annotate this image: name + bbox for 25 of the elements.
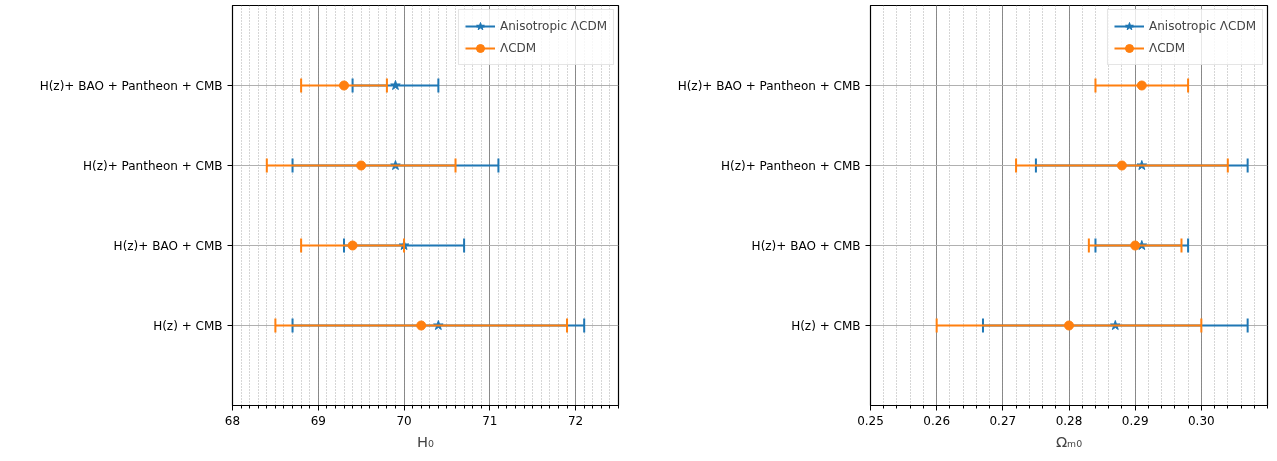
legend-label: Anisotropic ΛCDM	[499, 19, 607, 33]
legend-label: Anisotropic ΛCDM	[1148, 19, 1256, 33]
y-tick-label: H(z) + CMB	[791, 318, 861, 333]
x-tick-label: 68	[224, 413, 241, 428]
x-tick-label: 0.29	[1121, 413, 1149, 428]
x-axis-title: Ωₘ₀	[1055, 432, 1083, 450]
y-tick-label: H(z) + CMB	[153, 318, 223, 333]
y-tick-label: H(z)+ BAO + CMB	[113, 238, 223, 253]
x-axis-title: H₀	[417, 432, 435, 450]
x-tick-label: 70	[396, 413, 412, 428]
legend-label: ΛCDM	[1148, 41, 1186, 55]
y-tick-label: H(z)+ BAO + Pantheon + CMB	[677, 78, 861, 93]
x-tick-label: 0.28	[1055, 413, 1083, 428]
x-tick-label: 0.25	[857, 413, 884, 428]
x-tick-label: 72	[567, 413, 584, 428]
x-tick-label: 0.26	[923, 413, 951, 428]
y-tick-label: H(z)+ BAO + Pantheon + CMB	[39, 78, 223, 93]
y-tick-label: H(z)+ Pantheon + CMB	[721, 158, 861, 173]
x-tick-label: 0.30	[1187, 413, 1215, 428]
x-tick-label: 71	[482, 413, 498, 428]
y-tick-label: H(z)+ Pantheon + CMB	[83, 158, 223, 173]
legend-label: ΛCDM	[499, 41, 537, 55]
x-tick-label: 69	[310, 413, 326, 428]
y-tick-label: H(z)+ BAO + CMB	[751, 238, 861, 253]
x-tick-label: 0.27	[989, 413, 1017, 428]
